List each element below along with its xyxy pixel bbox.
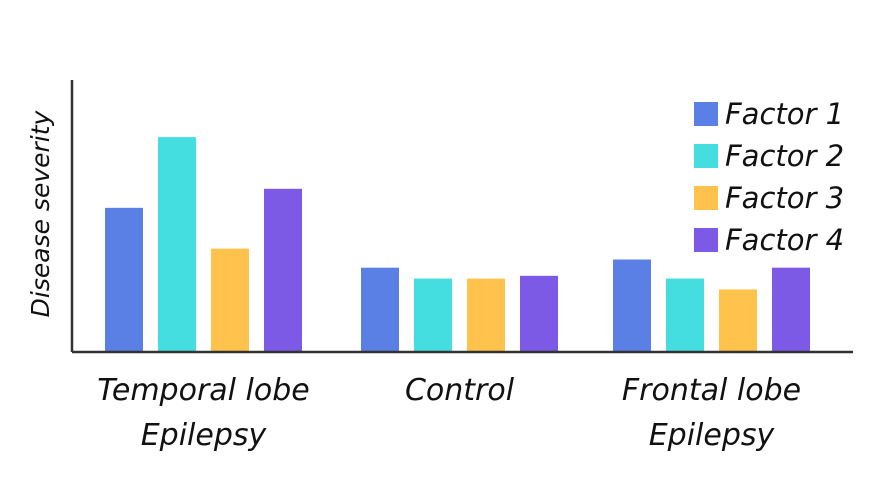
category-labels: Temporal lobe Epilepsy Control Frontal lobe…: [97, 373, 801, 453]
bar-factor-1-cat-1: [361, 267, 399, 352]
legend-label-3: Factor 3: [725, 181, 844, 215]
category-label-1-line-0: Control: [405, 373, 515, 408]
bar-factor-2-cat-0: [158, 137, 196, 352]
y-axis-title: Disease severity: [26, 109, 55, 317]
legend-label-2: Factor 2: [725, 139, 844, 173]
legend-swatch-4: [694, 228, 718, 252]
category-label-2-line-1: Epilepsy: [649, 418, 776, 453]
category-label-0-line-0: Temporal lobe: [97, 373, 309, 408]
legend-label-1: Factor 1: [725, 97, 844, 131]
bar-factor-3-cat-1: [467, 278, 505, 352]
bar-factor-1-cat-2: [613, 259, 651, 352]
bar-factor-2-cat-1: [414, 278, 452, 352]
bars-group: [105, 137, 810, 352]
bar-factor-4-cat-0: [264, 188, 302, 352]
bar-factor-3-cat-2: [719, 289, 757, 352]
legend-swatch-3: [694, 186, 718, 210]
bar-factor-4-cat-1: [520, 275, 558, 352]
legend-swatch-1: [694, 102, 718, 126]
axes-group: [70, 80, 853, 354]
bar-factor-1-cat-0: [105, 207, 143, 352]
legend-swatch-2: [694, 144, 718, 168]
bar-factor-2-cat-2: [666, 278, 704, 352]
category-label-0-line-1: Epilepsy: [141, 418, 268, 453]
category-label-2-line-0: Frontal lobe: [622, 373, 801, 408]
bar-factor-3-cat-0: [211, 248, 249, 352]
bar-factor-4-cat-2: [772, 267, 810, 352]
legend: Factor 1 Factor 2 Factor 3 Factor 4: [694, 97, 844, 257]
legend-label-4: Factor 4: [725, 223, 844, 257]
